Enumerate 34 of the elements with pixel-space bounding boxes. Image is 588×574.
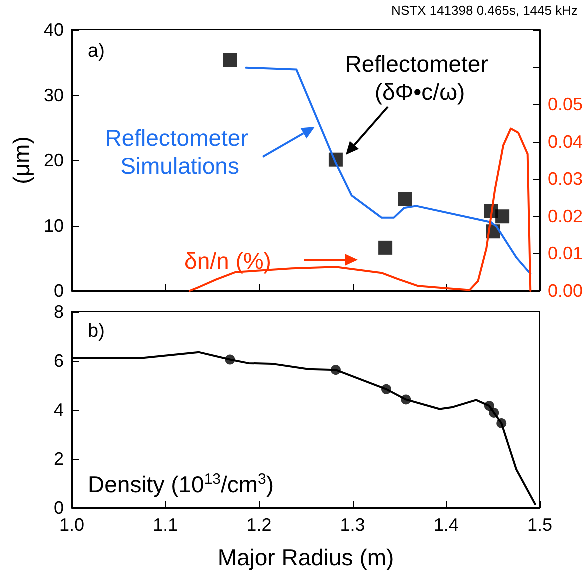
y-tick-label: 0: [54, 281, 64, 301]
x-tick-label: 1.4: [434, 515, 459, 535]
point: [496, 210, 510, 224]
y2-tick-label: 0.05: [548, 94, 584, 115]
y-tick-label: 8: [54, 302, 64, 322]
y-tick-label: 4: [54, 400, 64, 420]
x-tick-label: 1.1: [153, 515, 178, 535]
y-tick-label: 6: [54, 351, 64, 371]
y-tick-label: 10: [44, 216, 64, 236]
y2-tick-label: 0.02: [548, 206, 584, 226]
legend-label: δn/n (%): [184, 248, 272, 274]
y2-tick-label: 0.04: [548, 132, 584, 152]
annotation: b): [88, 321, 105, 342]
y2-tick-label: 0.00: [548, 281, 584, 301]
y-tick-label: 30: [44, 85, 64, 106]
x-tick-label: 1.0: [59, 515, 85, 535]
chart-title: NSTX 141398 0.465s, 1445 kHz: [392, 3, 578, 18]
x-tick-label: 1.3: [340, 515, 366, 535]
legend-label: Reflectometer Simulations: [105, 125, 255, 179]
y2-tick-label: 0.01: [548, 244, 584, 264]
x-tick-label: 1.5: [527, 515, 553, 535]
y2-tick-label: 0.03: [548, 169, 584, 190]
y-tick-label: 40: [44, 20, 64, 40]
y-axis-title: (μm): [8, 136, 35, 184]
annotation: a): [88, 41, 105, 62]
point: [378, 240, 393, 255]
point: [223, 53, 238, 68]
point: [398, 192, 412, 206]
y-tick-label: 2: [54, 449, 64, 469]
y-tick-label: 0: [54, 498, 64, 518]
y-tick-label: 20: [44, 150, 64, 170]
x-tick-label: 1.2: [246, 515, 272, 535]
x-axis-title: Major Radius (m): [218, 544, 394, 570]
text: Reflectometer (δΦ•c/ω): [345, 51, 495, 105]
